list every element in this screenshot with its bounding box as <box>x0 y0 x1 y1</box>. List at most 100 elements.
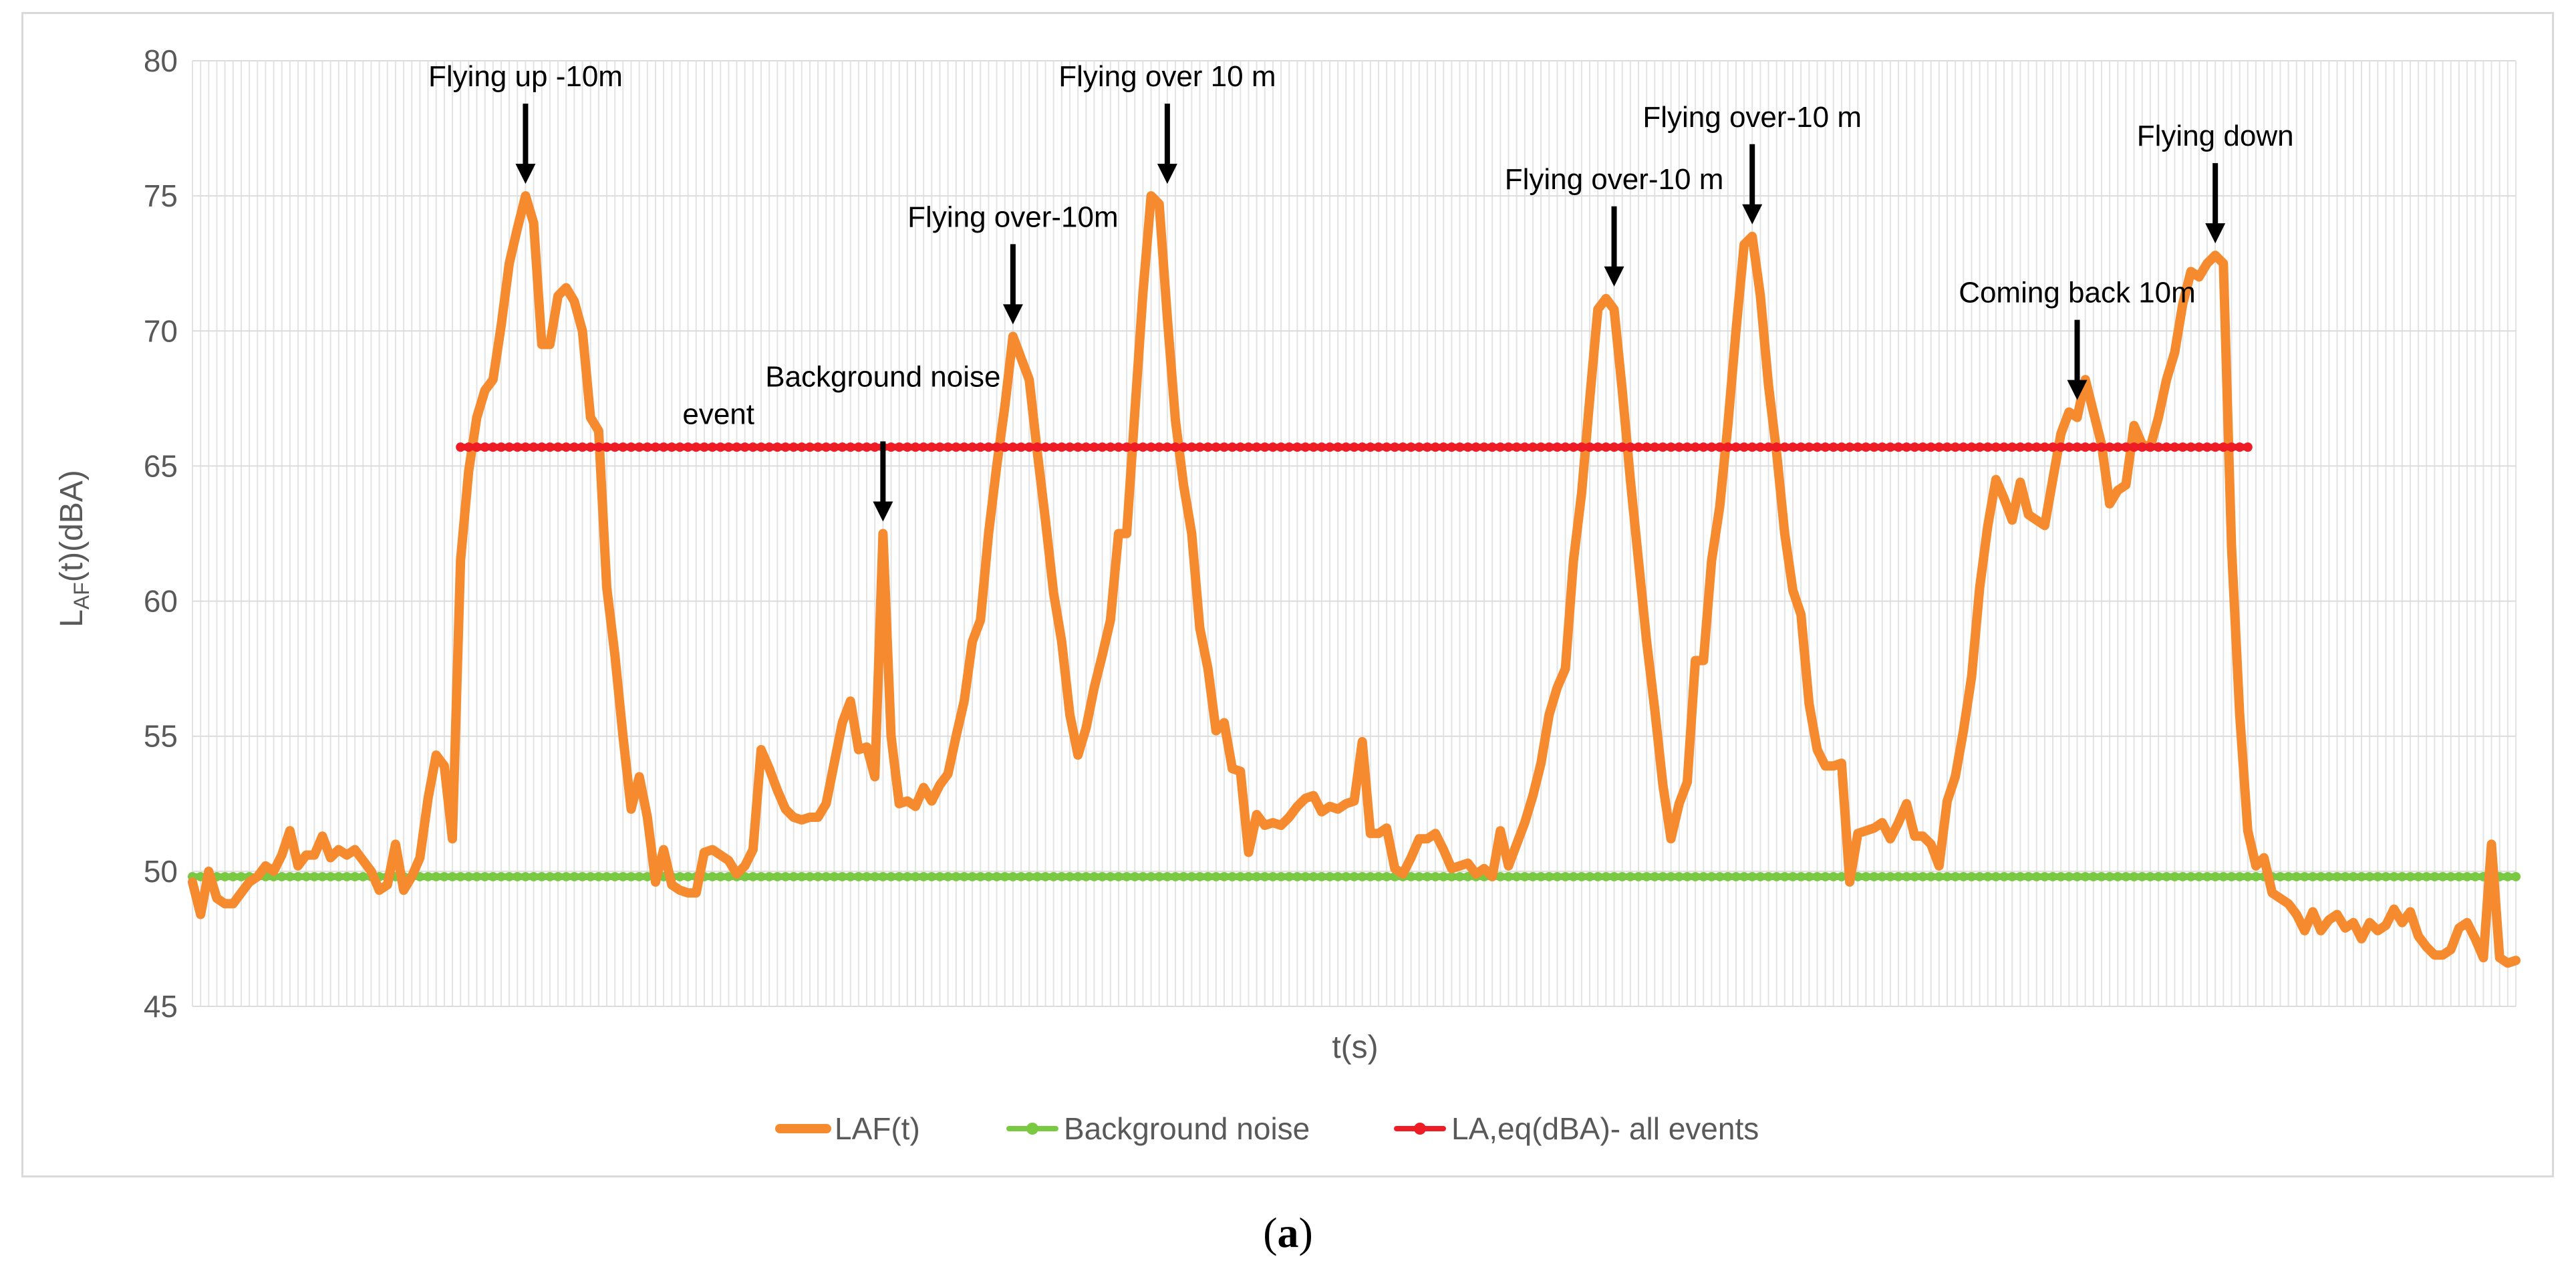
background-noise-point <box>1447 871 1457 881</box>
laeq-point <box>1836 442 1846 452</box>
background-noise-point <box>845 871 855 881</box>
laeq-point <box>1731 442 1741 452</box>
background-noise-point <box>2096 871 2106 881</box>
background-noise-point <box>1739 871 1749 881</box>
background-noise-point <box>521 871 531 881</box>
background-noise-point <box>333 871 343 881</box>
laeq-point <box>1195 442 1205 452</box>
laeq-point <box>1658 442 1668 452</box>
background-noise-point <box>2186 871 2196 881</box>
laeq-point <box>1365 442 1375 452</box>
laeq-point <box>1154 442 1164 452</box>
background-noise-point <box>2365 871 2375 881</box>
background-noise-point <box>2462 871 2472 881</box>
background-noise-point <box>2414 871 2424 881</box>
laeq-point <box>1064 442 1075 452</box>
laeq-point <box>602 442 612 452</box>
background-noise-point <box>1723 871 1733 881</box>
background-noise-point <box>1382 871 1392 881</box>
annotations: Flying up -10m Background noise event Flyin… <box>428 60 2294 522</box>
background-noise-point <box>959 871 969 881</box>
background-noise-point <box>2405 871 2415 881</box>
background-noise-point <box>317 871 327 881</box>
annotation-flying-over-10m-c: Flying over-10 m <box>1505 163 1723 287</box>
legend-label: LAF(t) <box>835 1111 920 1146</box>
laeq-point <box>1024 442 1034 452</box>
background-noise-point <box>1203 871 1213 881</box>
laeq-point <box>756 442 766 452</box>
background-noise-point <box>561 871 571 881</box>
laeq-point <box>2007 442 2017 452</box>
background-noise-point <box>277 871 287 881</box>
background-noise-point <box>358 871 368 881</box>
background-noise-point <box>1536 871 1546 881</box>
background-noise-point <box>1625 871 1635 881</box>
laeq-point <box>1056 442 1066 452</box>
laeq-point <box>829 442 839 452</box>
background-noise-point <box>505 871 515 881</box>
background-noise-point <box>911 871 921 881</box>
background-noise-point <box>2454 871 2464 881</box>
laeq-point <box>1877 442 1887 452</box>
background-noise-point <box>1787 871 1798 881</box>
background-noise-point <box>1431 871 1441 881</box>
background-noise-point <box>1650 871 1660 881</box>
laeq-point <box>2170 442 2180 452</box>
background-noise-point <box>1763 871 1773 881</box>
laeq-point <box>1406 442 1416 452</box>
background-noise-point <box>813 871 823 881</box>
background-noise-point <box>1576 871 1586 881</box>
background-noise-point <box>1040 871 1050 881</box>
background-noise-point <box>2299 871 2309 881</box>
background-noise-point <box>2178 871 2188 881</box>
y-axis-title-sub: AF <box>69 582 94 609</box>
background-noise-point <box>716 871 726 881</box>
laeq-point <box>902 442 912 452</box>
laeq-point <box>1942 442 1952 452</box>
y-tick-label: 55 <box>144 719 178 754</box>
laeq-point <box>862 442 872 452</box>
background-noise-point <box>2121 871 2131 881</box>
laeq-point <box>456 442 466 452</box>
background-noise-point <box>1820 871 1830 881</box>
background-noise-point <box>1308 871 1318 881</box>
laeq-point <box>1812 442 1822 452</box>
background-noise-point <box>431 871 441 881</box>
background-noise-point <box>1097 871 1107 881</box>
background-noise-point <box>2007 871 2017 881</box>
background-noise-point <box>1024 871 1034 881</box>
laeq-point <box>1885 442 1895 452</box>
background-noise-point <box>220 871 230 881</box>
background-noise-point <box>1991 871 2001 881</box>
background-noise-point <box>439 871 449 881</box>
laeq-point <box>1845 442 1855 452</box>
background-noise-point <box>683 871 693 881</box>
laeq-point <box>837 442 847 452</box>
laeq-point <box>1316 442 1326 452</box>
background-noise-point <box>488 871 498 881</box>
background-noise-point <box>1983 871 1993 881</box>
background-noise-point <box>1902 871 1912 881</box>
laeq-point <box>1089 442 1099 452</box>
background-noise-point <box>1877 871 1887 881</box>
laeq-point <box>992 442 1002 452</box>
background-noise-point <box>675 871 685 881</box>
laeq-point <box>593 442 603 452</box>
laeq-point <box>1463 442 1473 452</box>
background-noise-point <box>1333 871 1343 881</box>
laeq-point <box>1520 442 1530 452</box>
laeq-point <box>1179 442 1189 452</box>
laeq-point <box>1967 442 1977 452</box>
background-noise-point <box>1455 871 1465 881</box>
background-noise-point <box>2275 871 2285 881</box>
y-tick-label: 75 <box>144 178 178 213</box>
background-noise-point <box>829 871 839 881</box>
laeq-point <box>1869 442 1879 452</box>
background-noise-point <box>748 871 758 881</box>
laeq-point <box>2121 442 2131 452</box>
background-noise-point <box>2332 871 2342 881</box>
background-noise-point <box>1252 871 1262 881</box>
background-noise-point <box>2105 871 2115 881</box>
laeq-point <box>1495 442 1506 452</box>
legend: LAF(t) Background noise LA,eq(dBA)- all ev… <box>775 1111 1759 1146</box>
